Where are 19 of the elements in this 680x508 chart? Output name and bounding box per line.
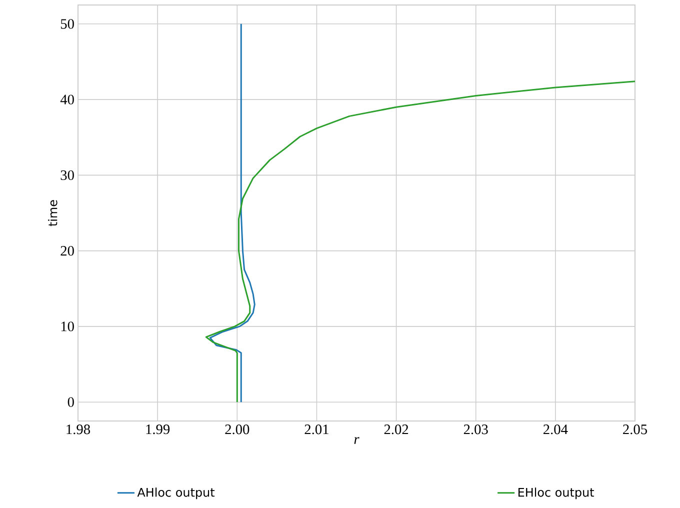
y-tick-label: 20 bbox=[60, 246, 74, 256]
x-axis-title: r bbox=[354, 437, 360, 444]
x-tick-label: 2.05 bbox=[623, 424, 647, 434]
x-tick-label: 2.01 bbox=[304, 424, 328, 434]
legend-label: EHloc output bbox=[518, 488, 594, 500]
x-tick-label: 1.98 bbox=[66, 424, 90, 434]
y-tick-label: 50 bbox=[60, 19, 74, 29]
y-tick-label: 40 bbox=[60, 94, 74, 104]
y-tick-label: 10 bbox=[61, 322, 74, 332]
y-tick-label: 30 bbox=[60, 170, 74, 180]
x-tick-label: 2.03 bbox=[464, 424, 488, 434]
y-tick-label: 0 bbox=[68, 397, 74, 407]
legend-label: AHloc output bbox=[137, 488, 215, 500]
y-axis-title: time bbox=[48, 200, 58, 226]
x-tick-label: 2.04 bbox=[544, 424, 568, 434]
line-series bbox=[205, 80, 635, 403]
x-tick-label: 1.99 bbox=[146, 424, 170, 434]
x-tick-label: 2.02 bbox=[384, 424, 408, 434]
x-tick-label: 2.00 bbox=[225, 424, 250, 434]
